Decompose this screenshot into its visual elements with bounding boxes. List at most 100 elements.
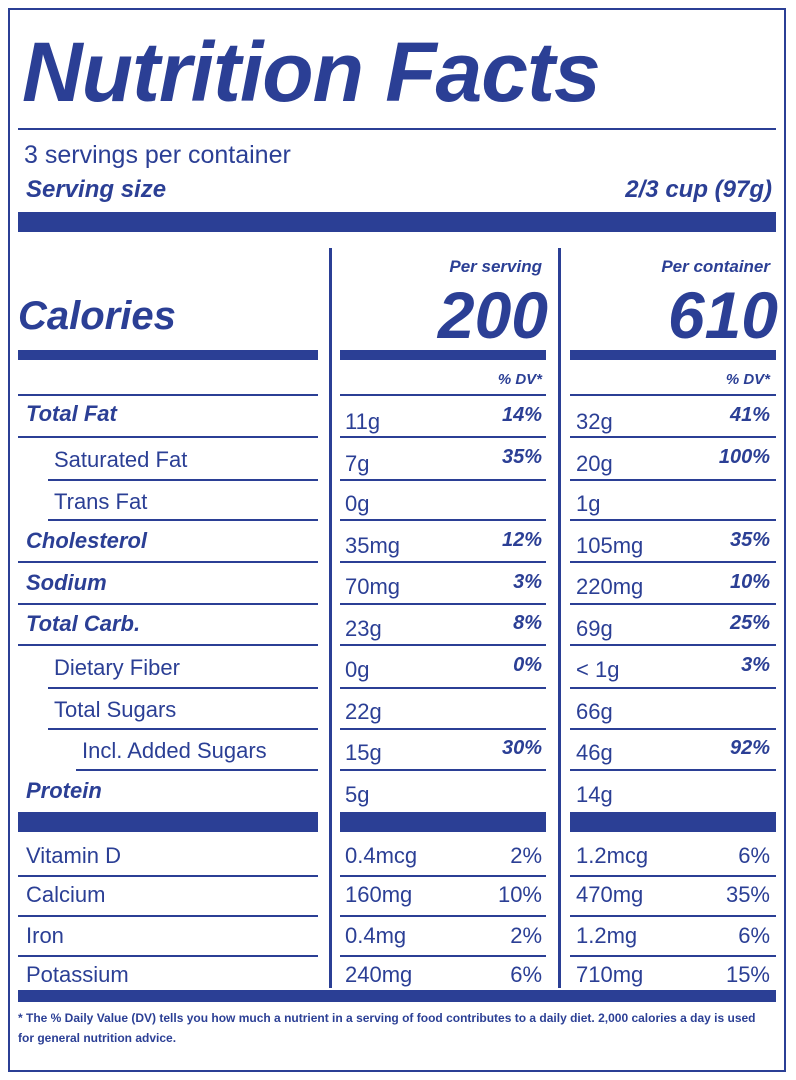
dv-header-serving: % DV*	[497, 371, 542, 388]
nutrient-serving-dv: 3%	[513, 571, 542, 593]
nutrient-name-total-fat: Total Fat	[26, 401, 117, 426]
nutrient-name-total-carb: Total Carb.	[26, 611, 141, 636]
row-divider	[570, 479, 776, 481]
serving-size-divider	[18, 212, 776, 232]
row-divider	[76, 769, 318, 771]
row-divider	[340, 687, 546, 689]
row-divider	[570, 603, 776, 605]
vitamin-serving-amount: 0.4mg	[345, 923, 407, 948]
row-divider	[340, 769, 546, 771]
row-divider	[18, 436, 318, 438]
nutrient-serving-dv: 30%	[501, 737, 542, 759]
nutrient-name-saturated-fat: Saturated Fat	[54, 447, 188, 472]
nutrient-container-dv: 3%	[741, 654, 770, 676]
row-divider	[340, 436, 546, 438]
nutrient-serving-amount: 15g	[345, 740, 382, 765]
nutrient-serving-amount: 0g	[345, 657, 370, 682]
nutrient-container-dv: 41%	[729, 404, 770, 426]
nutrient-name-protein: Protein	[26, 778, 102, 803]
row-divider	[18, 915, 318, 917]
nutrient-serving-amount: 5g	[345, 782, 370, 807]
vitamin-container-amount: 1.2mg	[576, 923, 638, 948]
row-divider	[570, 436, 776, 438]
nutrient-serving-amount: 0g	[345, 491, 370, 516]
row-divider	[18, 603, 318, 605]
nutrient-container-amount: 220mg	[576, 574, 644, 599]
row-divider	[340, 728, 546, 730]
calories-divider-name	[18, 350, 318, 360]
nutrient-serving-dv: 35%	[501, 446, 542, 468]
vitamin-container-dv: 6%	[738, 843, 770, 868]
vitamin-serving-amount: 240mg	[345, 962, 413, 987]
vitamin-name-iron: Iron	[26, 923, 64, 948]
row-divider	[570, 769, 776, 771]
nutrient-serving-dv: 8%	[513, 612, 542, 634]
vitamin-serving-amount: 0.4mcg	[345, 843, 418, 868]
row-divider	[570, 394, 776, 396]
row-divider	[340, 479, 546, 481]
title-divider	[18, 128, 776, 130]
nutrient-container-dv: 25%	[729, 612, 770, 634]
nutrient-container-amount: 46g	[576, 740, 613, 765]
nutrient-container-dv: 35%	[729, 529, 770, 551]
nutrient-container-dv: 10%	[729, 571, 770, 593]
vitamin-container-amount: 470mg	[576, 882, 644, 907]
row-divider	[570, 644, 776, 646]
servings-per-container: 3 servings per container	[24, 141, 291, 169]
column-divider-left	[329, 248, 332, 988]
nutrient-serving-amount: 70mg	[345, 574, 401, 599]
vitamin-serving-amount: 160mg	[345, 882, 413, 907]
nutrient-serving-amount: 11g	[345, 409, 381, 434]
nutrient-container-dv: 100%	[718, 446, 770, 468]
vitamin-container-dv: 35%	[725, 882, 770, 907]
row-divider	[48, 519, 318, 521]
vitamins-divider-name	[18, 812, 318, 832]
row-divider	[570, 728, 776, 730]
row-divider	[570, 561, 776, 563]
row-divider	[340, 561, 546, 563]
vitamin-container-dv: 15%	[725, 962, 770, 987]
vitamin-container-dv: 6%	[738, 923, 770, 948]
nutrient-serving-dv: 14%	[501, 404, 542, 426]
vitamin-serving-dv: 6%	[510, 962, 542, 987]
column-divider-right	[558, 248, 561, 988]
row-divider	[340, 955, 546, 957]
row-divider	[570, 687, 776, 689]
vitamins-divider-container	[570, 812, 776, 832]
row-divider	[340, 519, 546, 521]
nutrient-container-amount: 20g	[576, 451, 613, 476]
dv-header-container: % DV*	[725, 371, 770, 388]
row-divider	[18, 644, 318, 646]
calories-divider-container	[570, 350, 776, 360]
row-divider	[570, 875, 776, 877]
vitamin-serving-dv: 2%	[510, 923, 542, 948]
serving-size-label: Serving size	[26, 176, 167, 203]
label-title: Nutrition Facts	[22, 25, 601, 119]
nutrient-name-cholesterol: Cholesterol	[26, 528, 148, 553]
nutrient-serving-amount: 22g	[345, 699, 382, 724]
row-divider	[18, 394, 318, 396]
nutrition-label	[8, 8, 786, 1072]
vitamin-serving-dv: 2%	[510, 843, 542, 868]
nutrient-name-sodium: Sodium	[26, 570, 107, 595]
nutrient-serving-dv: 0%	[513, 654, 542, 676]
row-divider	[340, 394, 546, 396]
vitamin-container-amount: 710mg	[576, 962, 644, 987]
row-divider	[570, 915, 776, 917]
vitamins-divider-serving	[340, 812, 546, 832]
row-divider	[340, 644, 546, 646]
nutrient-container-amount: 69g	[576, 616, 613, 641]
row-divider	[570, 955, 776, 957]
serving-size-value: 2/3 cup (97g)	[625, 176, 772, 203]
vitamin-name-calcium: Calcium	[26, 882, 106, 907]
footnote: * The % Daily Value (DV) tells you how m…	[18, 1011, 756, 1045]
calories-divider-serving	[340, 350, 546, 360]
calories-label: Calories	[18, 294, 176, 338]
nutrient-container-amount: 66g	[576, 699, 613, 724]
row-divider	[18, 955, 318, 957]
nutrient-serving-amount: 23g	[345, 616, 382, 641]
nutrient-name-dietary-fiber: Dietary Fiber	[54, 655, 180, 680]
row-divider	[18, 875, 318, 877]
row-divider	[570, 519, 776, 521]
vitamin-container-amount: 1.2mcg	[576, 843, 649, 868]
